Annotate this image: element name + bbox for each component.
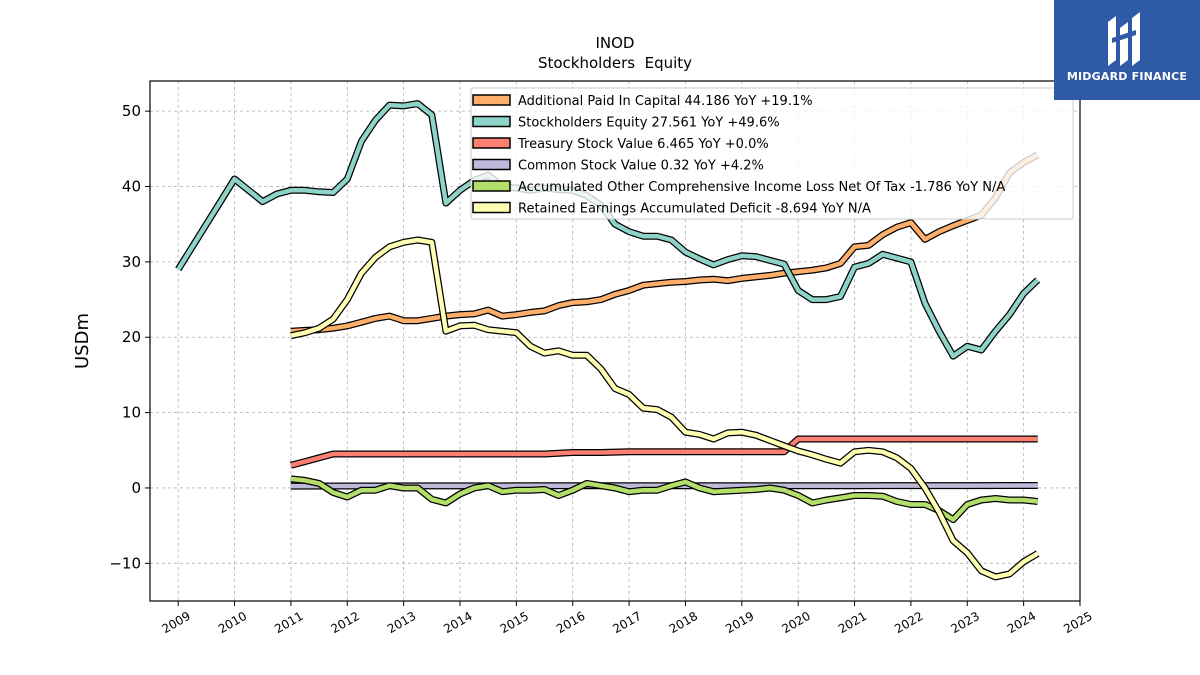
y-tick-label: 50 <box>122 102 141 120</box>
legend-swatch <box>472 137 511 149</box>
legend-swatch <box>472 180 511 192</box>
x-tick-label: 2013 <box>385 609 418 636</box>
x-tick-label: 2016 <box>554 609 587 636</box>
series-line-3 <box>290 435 1038 469</box>
legend-label: Stockholders Equity 27.561 YoY +49.6% <box>518 116 780 131</box>
x-tick-label: 2023 <box>949 609 982 636</box>
y-tick-label: −10 <box>109 554 141 572</box>
series-line-4 <box>290 482 1038 490</box>
x-tick-label: 2021 <box>836 609 869 636</box>
x-tick-label: 2024 <box>1005 609 1038 636</box>
x-tick-label: 2020 <box>779 609 812 636</box>
legend: Additional Paid In Capital 44.186 YoY +1… <box>470 87 1074 220</box>
y-tick-label: 30 <box>122 253 141 271</box>
x-tick-label: 2017 <box>610 609 643 636</box>
x-tick-label: 2012 <box>329 609 362 636</box>
legend-swatch <box>472 94 511 106</box>
y-tick-label: 40 <box>122 178 141 196</box>
x-tick-label: 2014 <box>441 609 474 636</box>
legend-label: Common Stock Value 0.32 YoY +4.2% <box>518 159 764 174</box>
y-tick-label: 10 <box>122 404 141 422</box>
series-line-1 <box>290 151 1040 335</box>
y-axis-label: USDm <box>72 313 93 369</box>
y-tick-label: 20 <box>122 328 141 346</box>
x-tick-label: 2022 <box>892 609 925 636</box>
x-tick-label: 2025 <box>1061 609 1094 636</box>
legend-label: Treasury Stock Value 6.465 YoY +0.0% <box>517 137 769 152</box>
x-tick-label: 2018 <box>667 609 700 636</box>
chart-subtitle: Stockholders Equity <box>538 54 692 72</box>
legend-label: Accumulated Other Comprehensive Income L… <box>518 180 1005 195</box>
x-tick-label: 2010 <box>216 609 249 636</box>
brand-logo: MIDGARD FINANCE <box>1054 0 1200 100</box>
x-tick-label: 2019 <box>723 609 756 636</box>
legend-label: Additional Paid In Capital 44.186 YoY +1… <box>518 94 813 109</box>
series-layer <box>175 100 1041 581</box>
chart-title: INOD <box>595 34 634 52</box>
y-tick-label: 0 <box>131 479 141 497</box>
legend-swatch <box>472 201 511 214</box>
plot-frame <box>149 80 1081 602</box>
series-line-5 <box>290 475 1039 524</box>
series-line-6 <box>290 236 1040 581</box>
legend-label: Retained Earnings Accumulated Deficit -8… <box>518 202 871 217</box>
x-tick-label: 2015 <box>498 609 531 636</box>
legend-swatch <box>472 158 511 171</box>
legend-swatch <box>472 115 511 128</box>
midgard-logo-icon <box>1108 12 1140 66</box>
x-tick-label: 2011 <box>272 609 305 636</box>
legend-box <box>470 87 1074 220</box>
x-tick-label: 2009 <box>159 609 192 636</box>
brand-name: MIDGARD FINANCE <box>1066 70 1188 83</box>
